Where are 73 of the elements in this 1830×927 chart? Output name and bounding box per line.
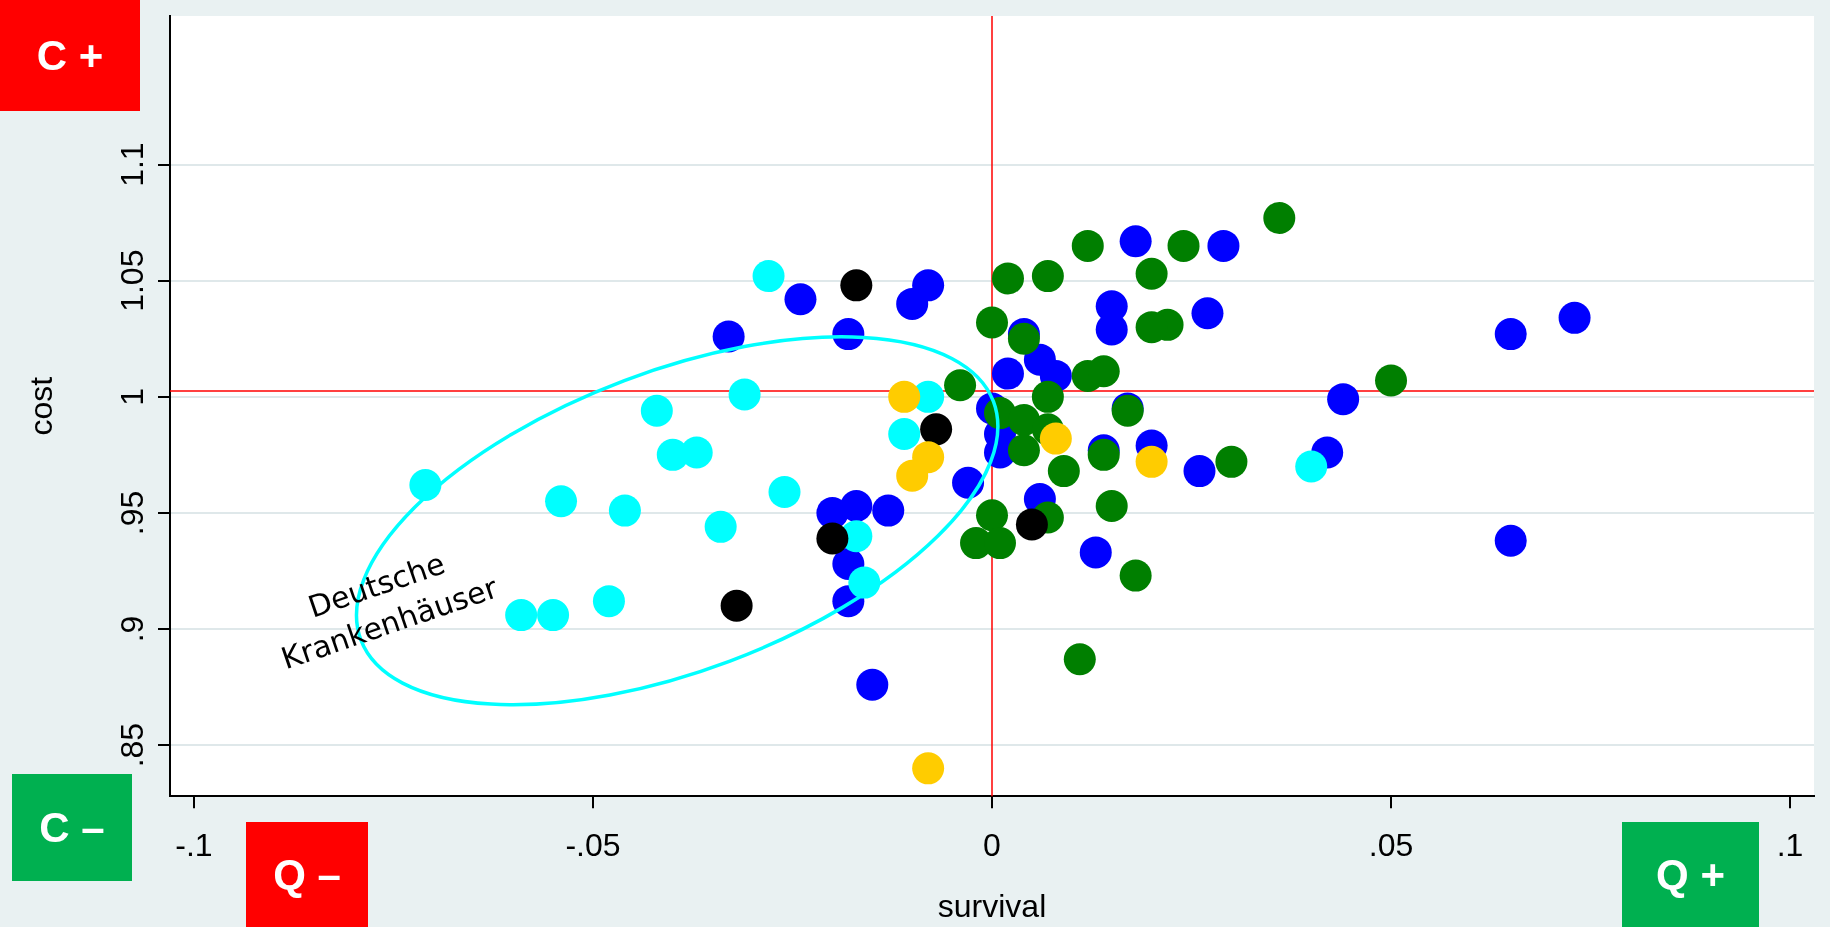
point <box>728 378 761 411</box>
y-tick-label: 1.05 <box>113 249 150 312</box>
point <box>784 283 817 316</box>
point <box>991 357 1024 390</box>
point <box>1375 364 1408 397</box>
point <box>1119 559 1152 592</box>
point <box>720 589 753 622</box>
point <box>1095 489 1128 522</box>
point <box>872 494 905 527</box>
y-axis-title: cost <box>23 376 60 436</box>
point <box>840 269 873 302</box>
point <box>1079 536 1112 569</box>
point <box>1494 318 1527 351</box>
point <box>888 417 921 450</box>
point <box>768 476 801 509</box>
point <box>1183 455 1216 488</box>
x-tick-label: -.1 <box>175 827 213 864</box>
point <box>896 459 929 492</box>
x-axis-title: survival <box>937 887 1047 924</box>
point <box>712 320 745 353</box>
point <box>1119 225 1152 258</box>
point <box>1063 643 1096 676</box>
point <box>1135 257 1168 290</box>
point <box>1047 455 1080 488</box>
point <box>1167 229 1200 262</box>
point <box>816 522 849 555</box>
point <box>1295 450 1328 483</box>
point <box>1015 508 1048 541</box>
text: C + <box>0 0 140 111</box>
text: Q + <box>1622 822 1759 927</box>
point <box>1031 380 1064 413</box>
point <box>840 489 873 522</box>
y-tick-label: 1 <box>113 387 150 406</box>
point <box>976 306 1008 339</box>
text: C – <box>12 774 132 881</box>
point <box>704 510 737 543</box>
point <box>1039 422 1072 455</box>
x-tick-label: -.05 <box>565 827 621 864</box>
x-tick-label: .05 <box>1368 827 1414 864</box>
point <box>752 260 785 293</box>
point <box>1327 383 1360 416</box>
text: Q – <box>246 822 368 927</box>
x-tick-label: .1 <box>1776 827 1804 864</box>
point <box>888 380 921 413</box>
point <box>1494 524 1527 557</box>
y-tick-label: .85 <box>113 722 150 768</box>
x-tick-label: 0 <box>983 827 1001 864</box>
point <box>545 485 578 518</box>
y-tick-label: .95 <box>113 490 150 536</box>
point <box>1558 301 1591 334</box>
point <box>1007 434 1040 467</box>
point <box>1031 260 1064 293</box>
point <box>1215 445 1248 478</box>
y-tick-label: .9 <box>113 615 150 643</box>
point <box>1191 297 1224 330</box>
point <box>944 369 977 402</box>
point <box>1207 229 1240 262</box>
point <box>680 436 713 469</box>
point <box>1071 229 1104 262</box>
point <box>640 394 673 427</box>
point <box>608 494 641 527</box>
point <box>991 262 1024 295</box>
point <box>896 287 929 320</box>
point <box>976 499 1008 532</box>
point <box>1263 202 1296 235</box>
point <box>856 668 889 701</box>
point <box>912 752 945 785</box>
point <box>1135 445 1168 478</box>
y-tick-label: 1.1 <box>113 142 150 187</box>
point <box>920 413 953 446</box>
point <box>592 585 625 618</box>
point <box>537 599 570 632</box>
point <box>505 599 538 632</box>
